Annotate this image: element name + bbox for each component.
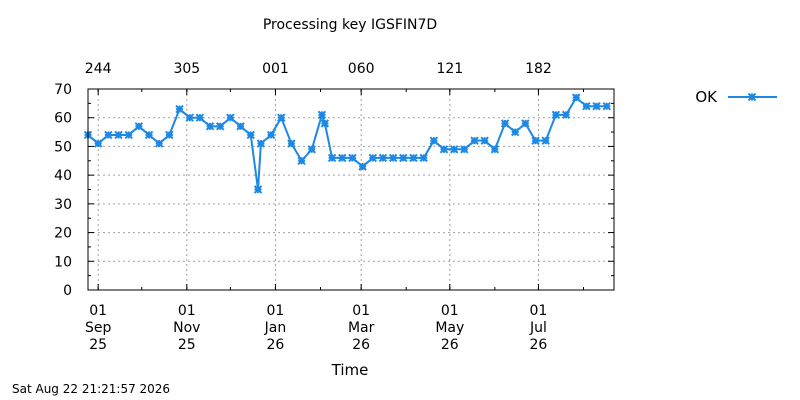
- data-point: [500, 119, 510, 128]
- data-point: [348, 153, 357, 163]
- data-point: [216, 122, 225, 131]
- data-point: [572, 93, 581, 102]
- data-point: [236, 122, 245, 131]
- data-point: [205, 122, 215, 131]
- data-point: [287, 139, 296, 148]
- data-point: [358, 162, 367, 171]
- data-point: [317, 110, 327, 120]
- x-tick-year: 25: [89, 337, 107, 353]
- data-point: [470, 136, 479, 145]
- x-top-tick-label: 182: [525, 61, 552, 77]
- legend-label: OK: [695, 88, 718, 106]
- data-point: [531, 136, 540, 145]
- data-point: [399, 153, 408, 163]
- y-tick-label: 20: [54, 226, 72, 242]
- timestamp: Sat Aug 22 21:21:57 2026: [12, 382, 171, 396]
- data-point: [439, 145, 449, 154]
- data-point: [602, 102, 611, 111]
- data-point: [185, 113, 194, 122]
- x-axis-label: Time: [331, 361, 369, 379]
- x-tick-year: 25: [178, 337, 196, 353]
- data-point: [195, 113, 205, 122]
- x-tick-month: May: [435, 320, 464, 336]
- x-tick-day: 01: [267, 303, 285, 319]
- data-point: [297, 156, 306, 165]
- x-top-tick-label: 121: [436, 61, 463, 77]
- data-point: [307, 145, 316, 154]
- data-point: [541, 136, 550, 145]
- data-point: [388, 153, 398, 163]
- data-point: [256, 139, 266, 148]
- y-tick-label: 70: [54, 82, 72, 98]
- y-tick-label: 40: [54, 168, 72, 184]
- x-tick-month: Mar: [348, 320, 375, 336]
- data-point: [449, 145, 459, 154]
- data-point: [277, 113, 286, 122]
- data-point: [253, 185, 263, 194]
- data-point: [327, 153, 337, 163]
- series-group: [83, 93, 611, 194]
- x-tick-day: 01: [530, 303, 548, 319]
- data-point: [320, 119, 330, 128]
- data-point: [419, 153, 428, 163]
- data-point: [510, 127, 520, 137]
- data-point: [175, 104, 184, 114]
- data-point: [144, 130, 154, 140]
- legend: OK: [695, 88, 777, 106]
- data-point: [551, 110, 561, 120]
- data-point: [226, 113, 235, 122]
- data-point: [429, 136, 439, 145]
- data-point: [582, 102, 591, 111]
- data-point: [124, 130, 133, 140]
- x-tick-month: Sep: [85, 320, 112, 336]
- data-point: [378, 153, 388, 163]
- x-tick-year: 26: [352, 337, 370, 353]
- data-point: [266, 130, 276, 140]
- x-tick-day: 01: [441, 303, 459, 319]
- x-top-tick-label: 060: [348, 61, 375, 77]
- data-point: [114, 130, 123, 140]
- data-point: [154, 139, 164, 148]
- data-point: [592, 102, 601, 111]
- y-tick-label: 10: [54, 254, 72, 270]
- data-point: [246, 130, 255, 140]
- data-point: [460, 145, 469, 154]
- x-top-tick-label: 001: [262, 61, 289, 77]
- data-point: [480, 136, 489, 145]
- data-point: [165, 130, 174, 140]
- grid-lines: [88, 89, 614, 290]
- y-tick-label: 60: [54, 111, 72, 127]
- x-tick-day: 01: [352, 303, 370, 319]
- data-point: [409, 153, 418, 163]
- x-tick-year: 26: [267, 337, 285, 353]
- y-tick-label: 0: [63, 283, 72, 299]
- x-tick-year: 26: [530, 337, 548, 353]
- x-top-tick-label: 244: [85, 61, 112, 77]
- x-tick-day: 01: [89, 303, 107, 319]
- x-top-tick-label: 305: [173, 61, 200, 77]
- y-tick-label: 50: [54, 139, 72, 155]
- data-point: [521, 119, 530, 128]
- axis-ticks: 01020304050607001Sep2501Nov2501Jan2601Ma…: [54, 61, 614, 353]
- y-tick-label: 30: [54, 197, 72, 213]
- x-tick-month: Jan: [264, 320, 287, 336]
- plot-frame: [87, 88, 615, 291]
- x-tick-month: Nov: [173, 320, 200, 336]
- data-point: [561, 110, 571, 120]
- x-tick-month: Jul: [529, 320, 547, 336]
- data-point: [104, 130, 113, 140]
- legend-marker: [747, 92, 757, 102]
- data-point: [338, 153, 347, 163]
- x-tick-day: 01: [178, 303, 196, 319]
- data-point: [93, 139, 103, 148]
- x-tick-year: 26: [441, 337, 459, 353]
- data-point: [368, 153, 378, 163]
- data-point: [134, 122, 144, 131]
- data-point: [490, 145, 500, 154]
- chart-title: Processing key IGSFIN7D: [263, 17, 437, 33]
- series-line: [87, 96, 607, 190]
